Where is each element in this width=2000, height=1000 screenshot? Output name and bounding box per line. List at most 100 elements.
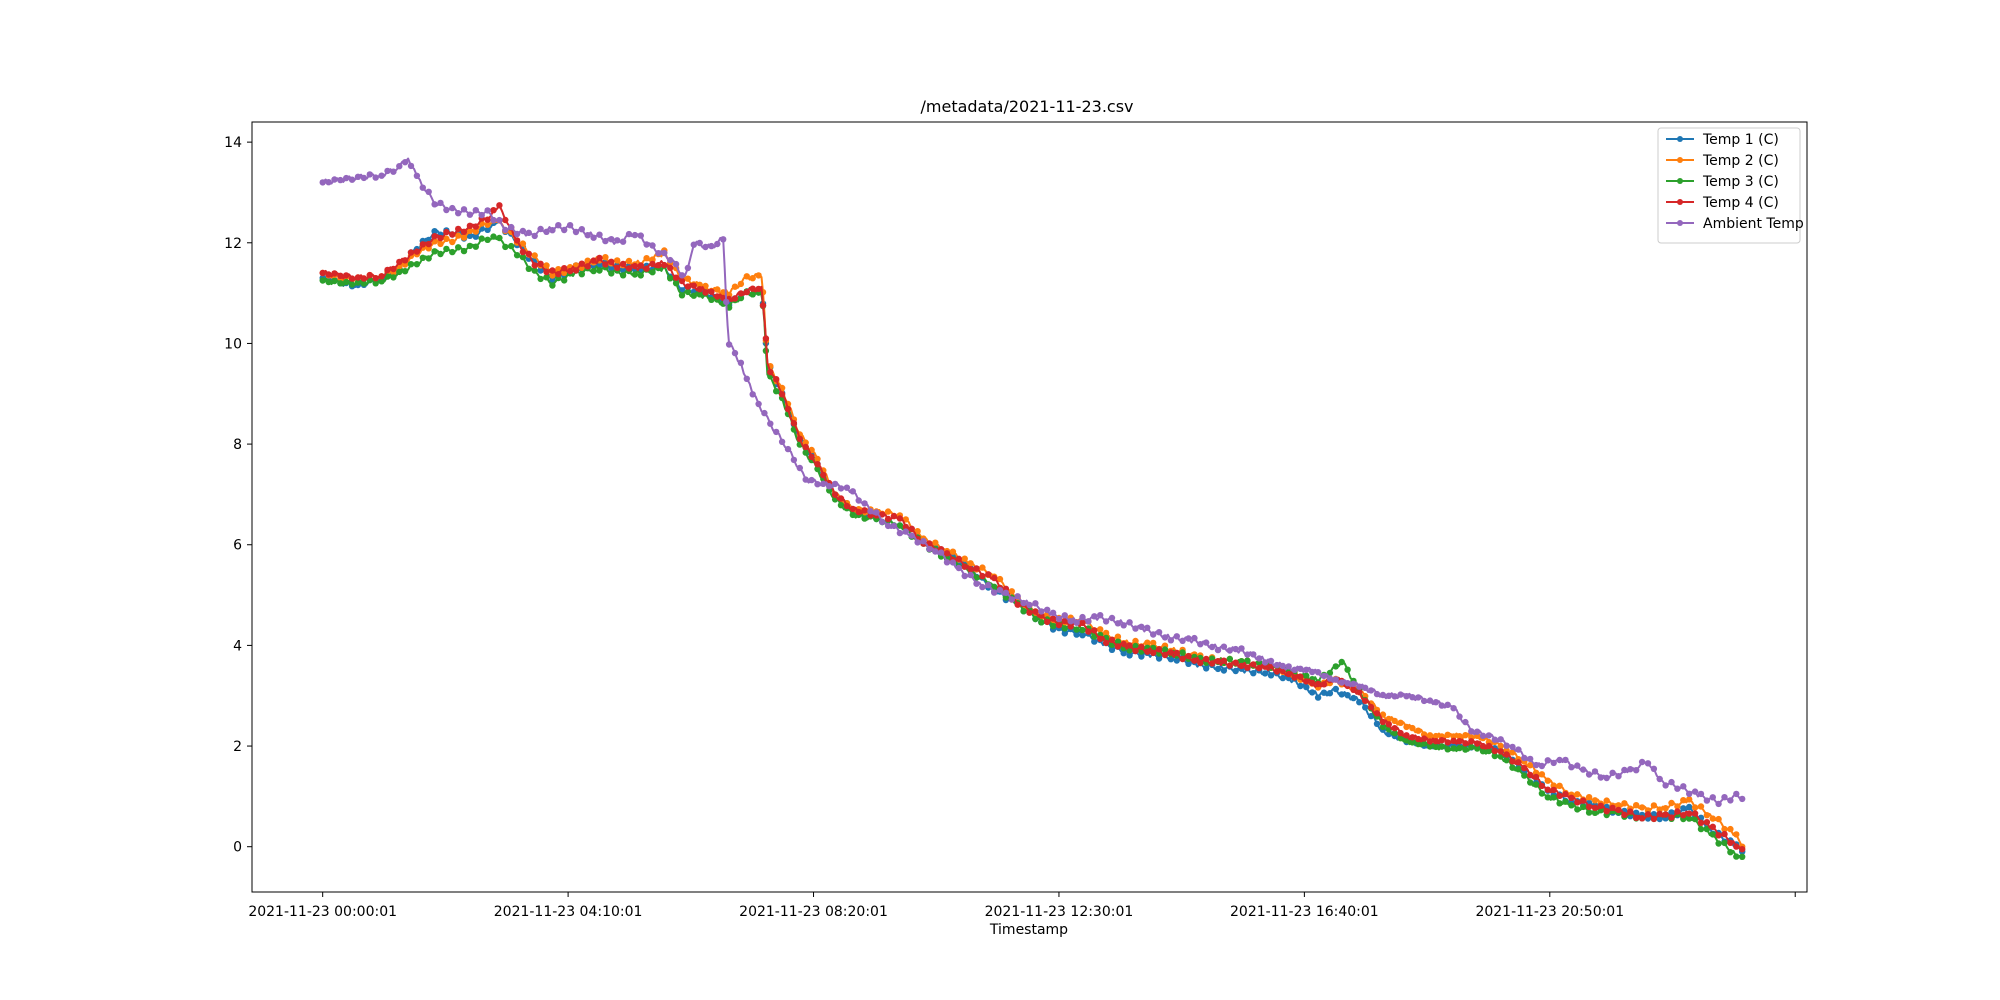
legend-item[interactable]: Temp 1 (C) [1666,132,1779,148]
data-point [1097,626,1104,633]
data-point [1085,618,1092,625]
x-tick-label: 2021-11-23 16:40:01 [1230,904,1379,920]
data-point [390,274,397,281]
data-point [1650,802,1658,809]
data-point [1426,732,1434,739]
data-point [378,273,385,280]
data-point [790,420,798,427]
legend-item[interactable]: Temp 3 (C) [1666,174,1779,190]
data-point [1144,648,1151,655]
data-point [1350,694,1357,702]
data-point [1503,757,1510,764]
data-point [1114,638,1122,645]
data-point [1132,642,1139,650]
data-point [1167,656,1175,663]
data-point [1303,683,1310,691]
data-point [1644,811,1652,818]
data-point [802,476,809,483]
data-point [1468,738,1475,745]
legend-item[interactable]: Ambient Temp [1666,216,1804,232]
data-point [502,216,509,224]
data-point [1320,672,1328,680]
data-point [725,341,733,348]
data-point [1568,794,1575,801]
data-point [1097,635,1104,642]
legend-item[interactable]: Temp 2 (C) [1666,153,1779,169]
data-point [1267,672,1275,679]
y-tick-label: 2 [233,739,242,755]
data-point [1574,762,1581,769]
data-point [737,294,745,302]
data-point [1385,721,1393,728]
data-point [496,234,503,242]
data-point [1556,800,1563,807]
data-point [1727,825,1734,833]
data-point [1691,804,1699,811]
data-point [1686,803,1693,811]
legend-marker [1677,157,1683,163]
data-point [1273,661,1281,669]
legend[interactable]: Temp 1 (C) Temp 2 (C) Temp 3 (C) Temp 4 (C)… [1657,127,1804,244]
data-point [1544,794,1552,801]
data-point [1550,759,1557,767]
legend-item[interactable]: Temp 4 (C) [1666,195,1779,211]
data-point [1214,658,1222,665]
data-point [1703,812,1711,819]
plot-frame [251,121,1808,893]
data-point [690,282,697,289]
data-point [354,173,362,180]
data-point [1415,735,1422,743]
data-point [1638,815,1646,822]
data-point [1244,657,1251,664]
data-point [401,159,409,166]
data-point [1521,754,1528,762]
data-point [1538,782,1546,790]
data-point [773,428,780,436]
data-point [1680,797,1687,804]
data-point [879,518,886,526]
data-point [1367,703,1375,711]
data-point [1061,630,1069,637]
data-point [1656,810,1663,818]
data-point [1161,646,1169,653]
data-point [796,435,803,442]
data-point [1091,613,1098,620]
data-point [1256,655,1263,662]
data-point [590,257,597,264]
data-point [996,575,1004,583]
data-point [1603,808,1610,815]
data-point [796,464,803,472]
data-point [366,271,373,279]
data-point [443,206,450,214]
x-axis-label: Timestamp [989,922,1068,938]
legend-label: Ambient Temp [1703,216,1804,232]
data-point [973,574,980,581]
data-point [1474,745,1481,752]
data-point [1079,619,1086,626]
data-point [1338,658,1345,666]
data-point [337,280,344,287]
data-point [572,267,580,274]
data-point [1314,694,1322,701]
data-point [1344,692,1351,699]
data-point [1191,634,1198,642]
x-tick-label: 2021-11-23 00:00:01 [248,904,397,920]
data-point [843,502,851,510]
data-point [684,264,692,272]
data-point [343,278,350,286]
data-point [602,261,609,268]
data-point [1562,790,1569,798]
data-point [1721,839,1728,847]
data-point [1326,690,1334,697]
data-point [896,515,904,522]
data-point [1739,846,1746,853]
data-point [696,286,703,293]
data-point [937,549,945,556]
data-point [496,216,503,224]
data-point [1279,674,1287,682]
data-point [431,201,438,208]
data-point [1733,790,1740,798]
chart-title: /metadata/2021-11-23.csv [921,97,1134,116]
data-point [708,296,715,303]
data-point [431,233,438,240]
